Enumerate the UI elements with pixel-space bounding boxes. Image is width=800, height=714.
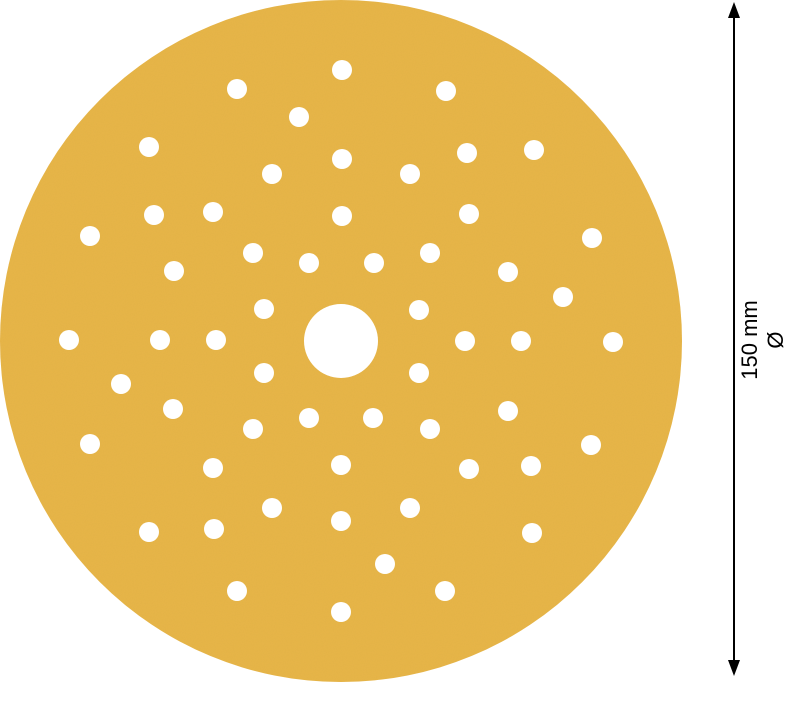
dust-hole — [150, 330, 170, 350]
dust-hole — [511, 331, 531, 351]
dust-hole — [254, 299, 274, 319]
dust-hole — [582, 228, 602, 248]
dust-hole — [289, 107, 309, 127]
dust-extraction-holes — [59, 60, 623, 622]
dust-hole — [498, 262, 518, 282]
dust-hole — [203, 458, 223, 478]
dust-hole — [206, 330, 226, 350]
dust-hole — [400, 164, 420, 184]
dust-hole — [409, 363, 429, 383]
dust-hole — [435, 581, 455, 601]
dust-hole — [227, 79, 247, 99]
dust-hole — [299, 408, 319, 428]
dust-hole — [80, 226, 100, 246]
dust-hole — [459, 459, 479, 479]
dust-hole — [204, 519, 224, 539]
dust-hole — [164, 261, 184, 281]
diameter-symbol: Ø — [763, 331, 788, 349]
arrow-top-icon — [728, 2, 740, 18]
dust-hole — [553, 287, 573, 307]
dust-hole — [331, 455, 351, 475]
dust-hole — [409, 300, 429, 320]
dust-hole — [331, 602, 351, 622]
dust-hole — [299, 253, 319, 273]
dust-hole — [498, 401, 518, 421]
center-hole — [304, 304, 378, 378]
dust-hole — [139, 137, 159, 157]
dust-hole — [524, 140, 544, 160]
dust-hole — [163, 399, 183, 419]
sanding-disc — [0, 0, 682, 682]
dust-hole — [262, 164, 282, 184]
dust-hole — [227, 581, 247, 601]
dust-hole — [420, 243, 440, 263]
dust-hole — [375, 554, 395, 574]
dust-hole — [459, 204, 479, 224]
dust-hole — [243, 419, 263, 439]
dust-hole — [420, 419, 440, 439]
dust-hole — [203, 202, 223, 222]
dust-hole — [254, 363, 274, 383]
dust-hole — [243, 243, 263, 263]
dust-hole — [603, 332, 623, 352]
dust-hole — [144, 205, 164, 225]
dust-hole — [436, 81, 456, 101]
arrow-bottom-icon — [728, 660, 740, 676]
dust-hole — [59, 330, 79, 350]
dust-hole — [332, 60, 352, 80]
dust-hole — [457, 143, 477, 163]
dust-hole — [139, 522, 159, 542]
dust-hole — [332, 149, 352, 169]
dust-hole — [522, 523, 542, 543]
dust-hole — [80, 434, 100, 454]
dimension-label: 150 mm Ø — [737, 300, 789, 379]
dust-hole — [455, 331, 475, 351]
dust-hole — [364, 253, 384, 273]
dust-hole — [363, 408, 383, 428]
dust-hole — [331, 511, 351, 531]
dust-hole — [111, 374, 131, 394]
dimension-value: 150 mm — [737, 300, 762, 380]
dust-hole — [581, 435, 601, 455]
dust-hole — [332, 206, 352, 226]
dust-hole — [400, 498, 420, 518]
dust-hole — [262, 498, 282, 518]
dust-hole — [521, 456, 541, 476]
